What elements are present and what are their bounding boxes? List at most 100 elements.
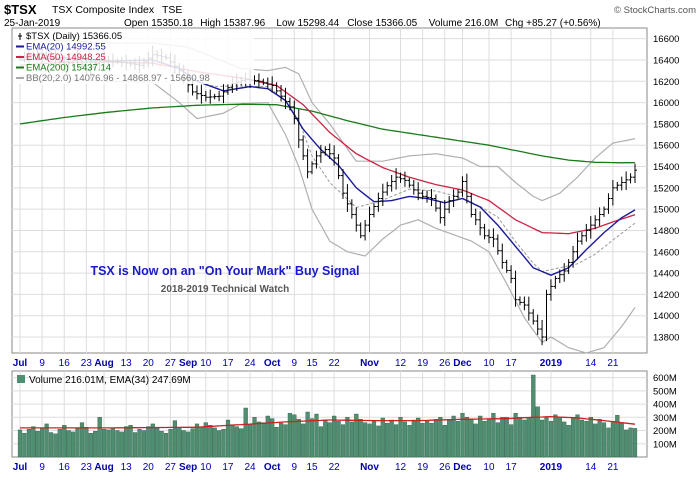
volume-bar [579, 419, 584, 458]
ohlc-bar [265, 77, 270, 89]
ohlc-bar [217, 90, 222, 102]
volume-bar [486, 418, 492, 458]
volume-bar [172, 420, 177, 458]
volume-bar [429, 423, 434, 458]
ohlc-bar [447, 196, 452, 214]
ohlc-bar [544, 289, 549, 342]
volume-bar [155, 427, 160, 458]
volume-bar [84, 427, 89, 458]
volume-tick-label: 100M [653, 439, 677, 450]
volume-bar [455, 421, 461, 458]
volume-bar [619, 423, 624, 458]
ohlc-bar [624, 171, 629, 191]
volume-bar [17, 429, 23, 458]
volume-bar [575, 414, 580, 458]
ohlc-bar [402, 171, 407, 187]
x-tick-label: 24 [245, 462, 257, 473]
ohlc-bar [340, 169, 345, 200]
ema200-line [19, 103, 636, 164]
volume-bar [79, 422, 85, 458]
volume-bar [500, 417, 505, 458]
volume-bar [150, 423, 155, 458]
ohlc-bar [203, 90, 208, 102]
x-tick-label: 17 [222, 462, 234, 473]
volume-bar [221, 429, 226, 458]
volume-bar [398, 417, 403, 458]
volume-y-axis: 100M 200M 300M 400M 500M 600M [653, 373, 677, 450]
x-tick-label: Nov [360, 462, 379, 473]
volume-bar [447, 419, 452, 458]
volume-bar [451, 415, 456, 458]
volume-bar [234, 426, 239, 458]
x-tick-label: 14 [585, 462, 597, 473]
volume-bar [261, 422, 266, 458]
x-tick-label: 17 [506, 358, 518, 369]
ohlc-bar [571, 245, 576, 268]
volume-legend-text: Volume 216.01M, EMA(34) 247.69M [29, 375, 191, 386]
volume-ema34-line [20, 415, 636, 429]
x-tick-label: 9 [39, 358, 45, 369]
price-tick-label: 15000 [653, 205, 679, 216]
ohlc-bar [407, 177, 412, 188]
volume-bar [146, 426, 151, 458]
volume-bar [504, 417, 509, 458]
ohlc-bar [433, 194, 438, 212]
x-tick-label: 15 [306, 358, 318, 369]
ohlc-bar [425, 190, 430, 203]
ohlc-bar [588, 216, 593, 239]
price-x-axis: Jul 9 16 23 Aug 13 20 27 Sep 10 17 24 Oct 9 15 22 Nov 12 1… [13, 358, 619, 369]
volume-bar [482, 421, 487, 458]
volume-bar [137, 429, 142, 458]
price-legend-bg [14, 30, 254, 84]
ohlc-bar [442, 200, 447, 226]
ohlc-bar [464, 173, 469, 204]
volume-bar [314, 413, 319, 458]
x-tick-label: 19 [417, 358, 429, 369]
volume-bar [40, 427, 45, 458]
volume-bar [279, 423, 284, 458]
x-tick-label: 22 [329, 462, 341, 473]
price-tick-label: 14800 [653, 226, 679, 237]
volume-bar [588, 417, 593, 458]
ohlc-bar [566, 259, 571, 274]
ohlc-bar [376, 192, 381, 212]
volume-bar [601, 422, 607, 458]
volume-bar [212, 427, 217, 458]
ohlc-low: Low 15298.44 [276, 18, 339, 29]
x-tick-label: 16 [59, 462, 71, 473]
x-tick-label: 20 [143, 358, 155, 369]
ohlc-bar [460, 176, 465, 197]
ohlc-bar [606, 193, 611, 214]
legend-entry: BB(20,2.0) 14076.96 - 14868.97 - 15660.9… [26, 73, 210, 84]
x-tick-label: 26 [439, 462, 451, 473]
price-tick-label: 15600 [653, 141, 679, 152]
ohlc-bar [256, 73, 261, 88]
volume-ema-line [20, 415, 636, 429]
legend-entry: EMA(200) 15437.14 [26, 63, 111, 74]
volume-bar [340, 424, 346, 458]
volume-legend: Volume 216.01M, EMA(34) 247.69M [17, 375, 191, 386]
volume-bar [632, 428, 638, 458]
ohlc-close: Close 15366.05 [347, 18, 417, 29]
volume-bar [509, 424, 514, 458]
volume-bar [597, 419, 602, 458]
ohlc-bar [283, 87, 288, 110]
ohlc-bar [398, 172, 403, 183]
ohlc-bar [380, 183, 385, 207]
signal-annotation: TSX is Now on an "On Your Mark" Buy Sign… [90, 264, 359, 278]
ohlc-volume: Volume 216.0M [429, 18, 499, 29]
ohlc-high: High 15387.96 [200, 18, 265, 29]
volume-bar [301, 423, 306, 458]
volume-tick-label: 200M [653, 426, 677, 437]
volume-bar [615, 415, 620, 458]
ohlc-bar [194, 85, 199, 100]
volume-bar [420, 423, 425, 458]
ohlc-bar [584, 223, 589, 242]
ohlc-bar [548, 279, 553, 301]
volume-bar [336, 421, 341, 458]
volume-bar [283, 424, 288, 458]
volume-bar [230, 424, 235, 458]
ohlc-bar [287, 97, 292, 111]
volume-bar [548, 421, 554, 458]
